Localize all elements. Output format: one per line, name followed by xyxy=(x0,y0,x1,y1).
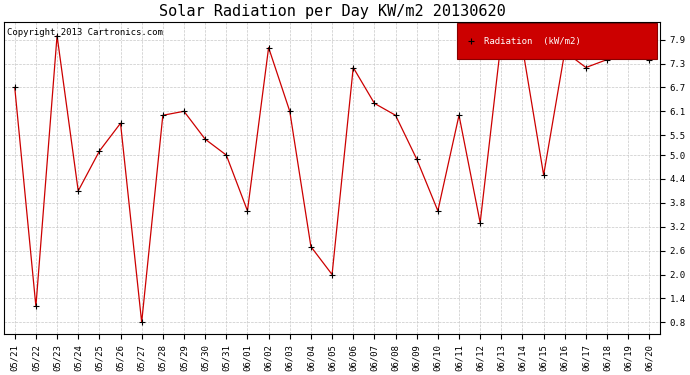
Title: Solar Radiation per Day KW/m2 20130620: Solar Radiation per Day KW/m2 20130620 xyxy=(159,4,506,19)
FancyBboxPatch shape xyxy=(457,23,657,59)
Text: Copyright 2013 Cartronics.com: Copyright 2013 Cartronics.com xyxy=(8,28,164,37)
Text: Radiation  (kW/m2): Radiation (kW/m2) xyxy=(484,37,581,46)
